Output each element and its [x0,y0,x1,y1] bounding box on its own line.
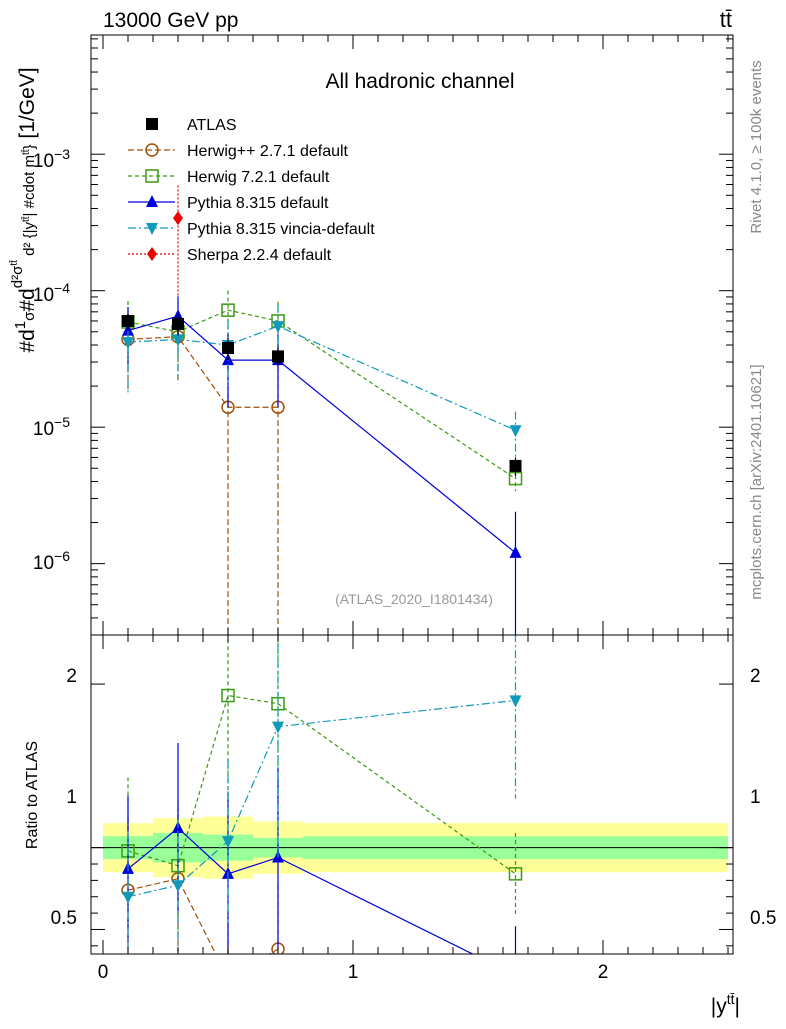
legend-label: Pythia 8.315 vincia-default [187,221,375,238]
ratio-plot-frame [90,634,734,955]
y-tick-exp: −3 [54,146,70,162]
y-axis-label-part: [1/GeV] [16,67,39,144]
rivet-credit: Rivet 4.1.0, ≥ 100k events [748,60,765,233]
ratio-point [122,891,134,904]
x-tick-2: 2 [598,962,609,983]
legend-label: Sherpa 2.2.4 default [187,247,332,264]
legend-marker [145,143,159,157]
ratio-tick-2-left: 2 [66,666,77,687]
legend-marker [146,223,158,235]
series-line [127,309,516,480]
y-axis-label-part: | #cdot m [21,155,38,216]
legend-label: Pythia 8.315 default [187,195,329,212]
y-axis-label-part: d² {|y [21,222,38,261]
legend-marker [146,118,158,130]
y-tick-label-1e-5: 10−5 [33,414,70,440]
atlas-point [272,350,284,363]
x-tick-1: 1 [348,962,359,983]
data-point [173,211,183,226]
ratio-axis-label: Ratio to ATLAS [24,741,41,849]
legend-marker [146,195,158,207]
data-point [221,303,235,317]
atlas-point [172,318,184,331]
y-tick-exp: −4 [54,280,70,296]
legend-label: Herwig++ 2.7.1 default [187,143,349,160]
legend-marker [147,247,157,261]
y-tick-exp: −6 [54,548,70,564]
axis-ticks [91,35,733,954]
data-point [509,425,522,438]
y-tick-label-1e-6: 10−6 [33,548,70,574]
legend-label: Herwig 7.2.1 default [187,169,330,186]
ratio-tick-05-right: 0.5 [750,908,776,929]
ratio-point [509,695,522,708]
analysis-id: (ATLAS_2020_I1801434) [335,591,493,607]
series-line [127,336,278,408]
series-atlas [122,313,522,476]
reference-band [91,816,733,879]
legend-entry-herwigpp: Herwig++ 2.7.1 default [128,143,349,160]
x-axis-label-sup: tt̄ [727,991,735,1007]
chart-title: All hadronic channel [325,70,514,93]
ratio-tick-2-right: 2 [750,666,761,687]
mcplots-credit: mcplots.cern.ch [arXiv:2401.10621] [748,364,765,599]
energy-label: 13000 GeV pp [103,9,238,32]
y-tick-label-1e-3: 10−3 [33,146,70,172]
y-axis-label-part: σ [21,311,38,321]
atlas-point [222,342,234,355]
atlas-point [509,459,522,472]
legend-marker [145,169,159,183]
ratio-point [272,721,284,734]
ratio-point [172,880,184,893]
ratio-point [508,867,523,881]
y-axis-label-part: 1 [12,321,29,329]
y-axis-label-part: } [21,144,38,149]
data-point [509,545,522,558]
legend-label: ATLAS [187,117,237,134]
ratio-tick-05-left: 0.5 [51,908,77,929]
y-axis-label-part: d²σ [9,265,26,288]
process-label: tt̄ [720,7,732,32]
data-point [122,337,134,350]
legend: ATLAS Herwig++ 2.7.1 default Herwig 7.2.1 … [128,117,375,264]
y-axis-label-part: tt̄ [20,149,32,155]
y-tick-exp: −5 [54,414,70,430]
x-axis-label-bar: | [735,995,740,1018]
atlas-point [122,314,134,327]
ratio-point [221,688,235,703]
y-axis-label-part: tt̄ [8,260,20,266]
legend-entry-vincia: Pythia 8.315 vincia-default [128,221,375,238]
legend-entry-atlas: ATLAS [146,117,237,134]
y-axis-label-part: tt̄ [20,216,32,222]
x-axis-label: |ytt̄| [711,991,740,1018]
data-point [172,334,184,347]
series-sherpa [173,185,183,297]
legend-entry-herwig7: Herwig 7.2.1 default [128,169,330,186]
x-tick-0: 0 [98,962,109,983]
data-point [272,321,284,334]
ratio-tick-1-left: 1 [66,787,77,808]
ratio-tick-1-right: 1 [750,787,761,808]
legend-entry-pythia: Pythia 8.315 default [128,195,329,212]
ratio-point [222,836,234,849]
legend-entry-sherpa: Sherpa 2.2.4 default [128,247,332,264]
data-point [122,323,134,336]
